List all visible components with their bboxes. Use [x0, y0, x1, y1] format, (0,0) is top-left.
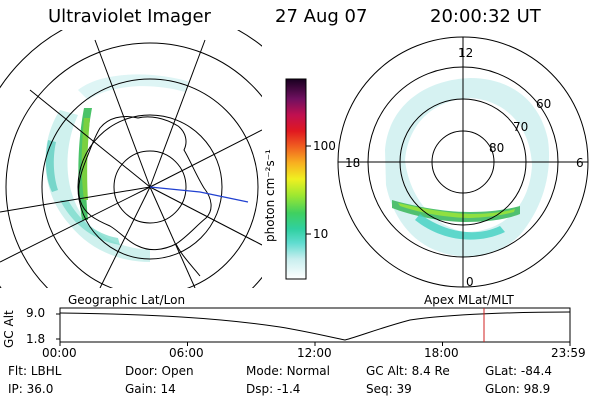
mlat-label-70: 70: [513, 120, 529, 134]
time-tick-0000: 00:00: [42, 346, 77, 360]
latitude-circles: [0, 30, 262, 288]
geographic-map: [0, 30, 262, 288]
spacecraft-track: [149, 186, 249, 203]
mlat-label-60: 60: [536, 97, 552, 111]
status-ip: IP: 36.0: [8, 382, 54, 396]
mlt-label-18: 18: [345, 156, 361, 170]
time-tick-0600: 06:00: [169, 346, 204, 360]
altitude-y-tick-9: 9.0: [26, 306, 46, 320]
color-scale-bar: [285, 78, 307, 280]
right-aurora-diffuse: [385, 78, 550, 257]
status-dsp: Dsp: -1.4: [246, 382, 301, 396]
magnetic-map: [337, 36, 589, 288]
colorbar-tick-100: 100: [313, 139, 336, 153]
status-gain: Gain: 14: [125, 382, 176, 396]
image-date: 27 Aug 07: [275, 6, 368, 27]
mlt-label-0: 0: [466, 275, 474, 289]
altitude-plot: [56, 307, 571, 346]
coastline: [78, 115, 212, 251]
mlt-label-6: 6: [576, 156, 584, 170]
status-glat: GLat: -84.4: [485, 364, 552, 378]
altitude-y-tick-1: 1.8: [26, 332, 46, 346]
mlt-label-12: 12: [458, 46, 474, 60]
time-tick-1200: 12:00: [297, 346, 332, 360]
status-mode: Mode: Normal: [246, 364, 330, 378]
status-glon: GLon: 98.9: [485, 382, 551, 396]
mlat-label-80: 80: [489, 141, 505, 155]
color-scale: [285, 78, 311, 280]
time-tick-1800: 18:00: [424, 346, 459, 360]
colorbar-tick-10: 10: [313, 227, 329, 241]
status-seq: Seq: 39: [366, 382, 412, 396]
left-aurora-emission: [45, 74, 190, 262]
altitude-curve: [59, 311, 571, 341]
time-tick-2359: 23:59: [551, 346, 586, 360]
status-flt: Flt: LBHL: [8, 364, 62, 378]
status-gc-alt: GC Alt: 8.4 Re: [366, 364, 450, 378]
status-door: Door: Open: [125, 364, 194, 378]
altitude-y-label: GC Alt: [2, 310, 16, 348]
image-time: 20:00:32 UT: [430, 6, 541, 27]
colorbar-unit-label: photon cm⁻²s⁻¹: [263, 149, 277, 242]
left-map-caption: Geographic Lat/Lon: [68, 293, 186, 307]
meridians: [0, 39, 262, 288]
instrument-title: Ultraviolet Imager: [48, 6, 211, 27]
right-map-caption: Apex MLat/MLT: [424, 293, 514, 307]
